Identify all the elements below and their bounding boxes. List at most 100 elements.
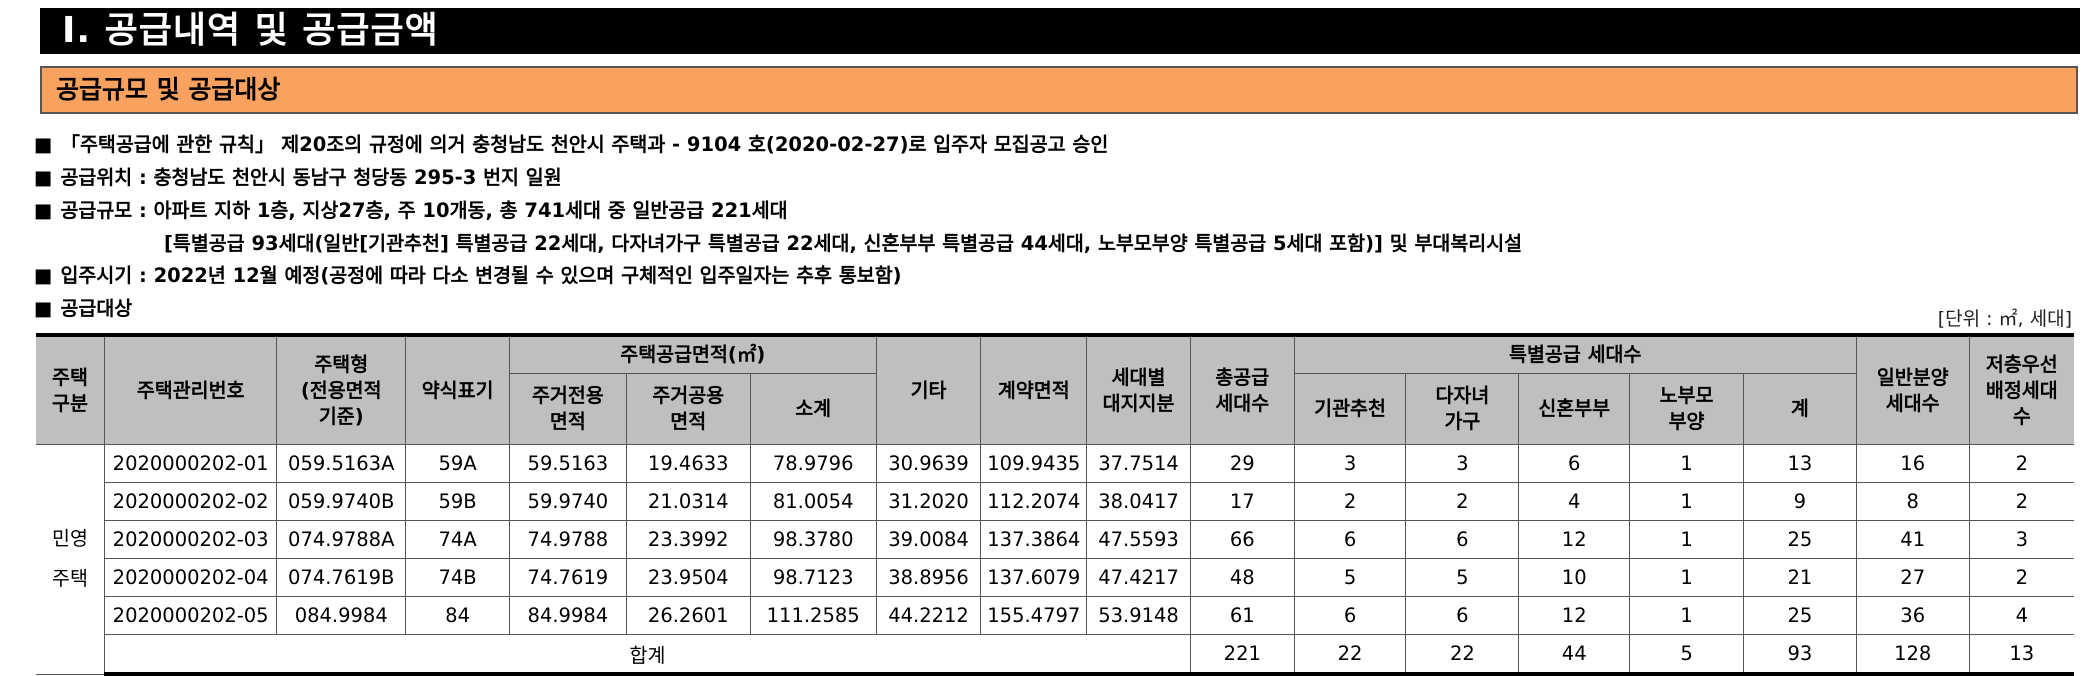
cell-institution: 2	[1293, 482, 1407, 521]
bullet-location-text: 공급위치 : 충청남도 천안시 동남구 청당동 295-3 번지 일원	[60, 166, 562, 189]
table-row: 2020000202-04 074.7619B 74B 74.7619 23.9…	[36, 558, 2074, 597]
cell-special-sum: 25	[1742, 596, 1857, 635]
cell-institution: 3	[1293, 444, 1407, 483]
cell-special-sum: 13	[1742, 444, 1857, 483]
cell-mgmt-no: 2020000202-01	[103, 444, 278, 483]
table-row: 2020000202-02 059.9740B 59B 59.9740 21.0…	[36, 482, 2074, 521]
cell-land-share: 47.4217	[1086, 558, 1191, 597]
cell-contract-area: 112.2074	[980, 482, 1088, 521]
cell-house-type: 084.9984	[276, 596, 407, 635]
bullet-scale-continued: [특별공급 93세대(일반[기관추천] 특별공급 22세대, 다자녀가구 특별공…	[164, 232, 1523, 255]
category-cell: 민영 주택	[36, 444, 105, 675]
cell-total-supply: 66	[1189, 520, 1295, 559]
cell-house-type: 074.9788A	[276, 520, 407, 559]
cell-elderly: 1	[1629, 596, 1744, 635]
cell-private-area: 74.9788	[508, 520, 627, 559]
cell-common-area: 26.2601	[625, 596, 751, 635]
cell-land-share: 53.9148	[1086, 596, 1191, 635]
cell-private-area: 74.7619	[508, 558, 627, 597]
page-title: Ⅰ. 공급내역 및 공급금액	[40, 8, 2080, 54]
total-elderly: 5	[1629, 634, 1744, 676]
cell-other: 30.9639	[875, 444, 982, 483]
table-row: 2020000202-05 084.9984 84 84.9984 26.260…	[36, 596, 2074, 635]
cell-special-sum: 25	[1742, 520, 1857, 559]
cell-elderly: 1	[1629, 482, 1744, 521]
total-general: 128	[1855, 634, 1970, 676]
col-header-newlywed: 신혼부부	[1518, 373, 1631, 445]
cell-total-supply: 17	[1189, 482, 1295, 521]
bullet-scale-text: 공급규모 : 아파트 지하 1층, 지상27층, 주 10개동, 총 741세대…	[60, 199, 788, 222]
bullet-marker: ■	[34, 166, 53, 189]
cell-institution: 6	[1293, 596, 1407, 635]
cell-other: 31.2020	[875, 482, 982, 521]
bullet-approval-text: 「주택공급에 관한 규칙」 제20조의 규정에 의거 충청남도 천안시 주택과 …	[60, 133, 1109, 156]
cell-land-share: 38.0417	[1086, 482, 1191, 521]
cell-common-area: 21.0314	[625, 482, 751, 521]
total-special-sum: 93	[1742, 634, 1857, 676]
cell-mgmt-no: 2020000202-03	[104, 520, 278, 559]
col-header-private-area: 주거전용 면적	[509, 373, 627, 445]
cell-house-type: 059.9740B	[276, 482, 407, 521]
total-multi-child: 22	[1405, 634, 1520, 676]
col-header-institution: 기관추천	[1293, 373, 1407, 445]
col-header-subtotal: 소계	[749, 373, 877, 445]
bullet-marker: ■	[34, 133, 53, 156]
table-row: 민영 주택 2020000202-01 059.5163A 59A 59.516…	[36, 444, 2074, 675]
supply-table: 주택 구분 주택관리번호 주택형 (전용면적 기준) 약식표기 주택공급면적(㎡…	[36, 333, 2074, 676]
bullet-move-in: ■ 입주시기 : 2022년 12월 예정(공정에 따라 다소 변경될 수 있으며…	[34, 263, 902, 289]
cell-newlywed: 12	[1518, 520, 1631, 559]
cell-general: 8	[1855, 482, 1970, 521]
total-newlywed: 44	[1518, 634, 1631, 676]
cell-low-floor: 2	[1968, 444, 2074, 483]
cell-short: 74A	[405, 520, 510, 559]
cell-house-type: 074.7619B	[276, 558, 407, 597]
bullet-approval: ■ 「주택공급에 관한 규칙」 제20조의 규정에 의거 충청남도 천안시 주택과…	[34, 132, 1108, 158]
cell-subtotal: 98.3780	[749, 520, 877, 559]
header-subrow: 주거전용 면적 주거공용 면적 소계 기관추천 다자녀 가구 신혼부부 노부모 …	[36, 373, 2074, 445]
col-header-housing-type: 주택 구분	[36, 334, 105, 445]
cell-private-area: 59.9740	[508, 482, 627, 521]
cell-other: 38.8956	[875, 558, 982, 597]
cell-institution: 5	[1293, 558, 1407, 597]
col-header-land-share: 세대별 대지지분	[1086, 334, 1191, 445]
col-header-elderly: 노부모 부양	[1629, 373, 1744, 445]
cell-general: 16	[1855, 444, 1970, 483]
cell-subtotal: 98.7123	[749, 558, 877, 597]
cell-special-sum: 21	[1742, 558, 1857, 597]
col-header-general: 일반분양 세대수	[1855, 334, 1970, 445]
cell-low-floor: 3	[1968, 520, 2074, 559]
bullet-target: ■ 공급대상	[34, 296, 132, 322]
cell-newlywed: 4	[1518, 482, 1631, 521]
total-low-floor: 13	[1968, 634, 2074, 676]
bullet-location: ■ 공급위치 : 충청남도 천안시 동남구 청당동 295-3 번지 일원	[34, 165, 562, 191]
cell-house-type: 059.5163A	[276, 444, 407, 483]
cell-common-area: 23.3992	[625, 520, 751, 559]
cell-short: 59A	[405, 444, 510, 483]
cell-elderly: 1	[1629, 520, 1744, 559]
col-header-contract-area: 계약면적	[980, 334, 1088, 445]
cell-general: 27	[1855, 558, 1970, 597]
total-institution: 22	[1293, 634, 1407, 676]
cell-contract-area: 155.4797	[980, 596, 1088, 635]
col-header-common-area: 주거공용 면적	[625, 373, 751, 445]
cell-other: 44.2212	[875, 596, 982, 635]
col-header-house-type: 주택형 (전용면적 기준)	[276, 334, 407, 445]
cell-contract-area: 137.6079	[980, 558, 1088, 597]
cell-private-area: 59.5163	[508, 444, 627, 483]
cell-elderly: 1	[1629, 558, 1744, 597]
cell-land-share: 47.5593	[1086, 520, 1191, 559]
cell-total-supply: 29	[1189, 444, 1295, 483]
col-header-special-supply: 특별공급 세대수	[1293, 334, 1857, 374]
bullet-marker: ■	[34, 264, 53, 287]
bullet-move-in-text: 입주시기 : 2022년 12월 예정(공정에 따라 다소 변경될 수 있으며 …	[60, 264, 902, 287]
total-supply: 221	[1189, 634, 1295, 676]
cell-elderly: 1	[1629, 444, 1744, 483]
cell-multi-child: 5	[1405, 558, 1520, 597]
col-header-other: 기타	[875, 334, 982, 445]
cell-short: 84	[405, 596, 510, 635]
cell-common-area: 19.4633	[625, 444, 751, 483]
col-header-supply-area: 주택공급면적(㎡)	[508, 334, 877, 374]
cell-low-floor: 4	[1968, 596, 2074, 635]
cell-newlywed: 12	[1518, 596, 1631, 635]
cell-subtotal: 81.0054	[749, 482, 877, 521]
